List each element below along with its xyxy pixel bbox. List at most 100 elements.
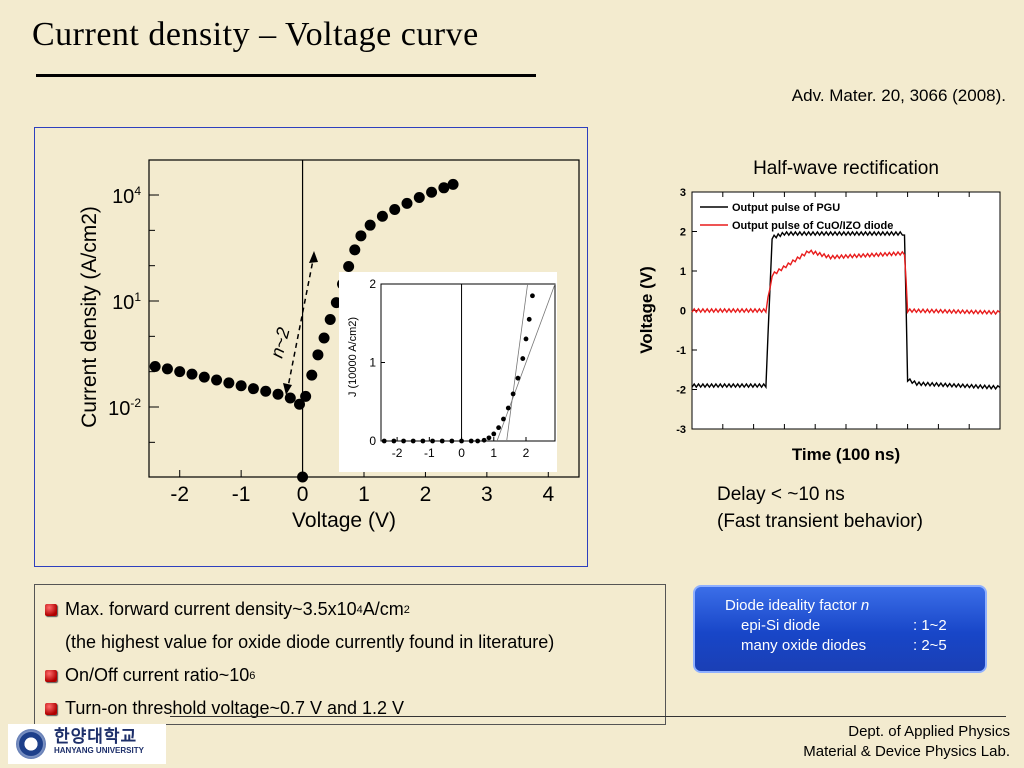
inset-data-point <box>496 425 502 431</box>
inset-data-point <box>510 391 516 397</box>
inset-data-point <box>491 431 497 437</box>
jv-data-point <box>306 369 318 381</box>
pulse-y-tick-label: -2 <box>676 385 686 397</box>
inset-data-point <box>515 375 521 381</box>
inset-y-tick-label: 2 <box>369 277 376 291</box>
inset-data-point <box>523 336 529 342</box>
pulse-y-tick-label: -1 <box>676 345 686 357</box>
jv-y-tick-label: 104 <box>112 184 141 208</box>
jv-data-point <box>312 349 324 361</box>
inset-data-point <box>526 316 532 322</box>
bullet-continuation: (the highest value for oxide diode curre… <box>45 626 665 659</box>
pulse-x-axis-label: Time (100 ns) <box>792 445 900 464</box>
inset-data-point <box>381 438 387 444</box>
inset-data-point <box>420 438 426 444</box>
jv-slope-arrow-up-icon <box>309 251 318 263</box>
bullet-text: Turn-on threshold voltage~0.7 V and 1.2 … <box>65 698 405 718</box>
jv-data-point <box>343 260 355 272</box>
bullet-on-off-ratio: On/Off current ratio~10 6 <box>45 659 665 692</box>
jv-x-tick-label: -2 <box>170 483 189 506</box>
inset-data-point <box>520 356 526 361</box>
inset-x-tick-label: 1 <box>490 446 497 460</box>
pulse-series-line <box>691 230 1001 391</box>
jv-x-axis-label: Voltage (V) <box>292 509 396 532</box>
logo-korean-name: 한양대학교 <box>54 727 138 746</box>
pulse-series-line <box>691 249 1001 316</box>
jv-data-point <box>438 182 450 194</box>
pulse-y-tick-label: 0 <box>680 306 686 318</box>
pulse-y-tick-label: -3 <box>676 424 686 436</box>
ideality-heading-text: Diode ideality factor <box>725 597 861 614</box>
department-name: Dept. of Applied Physics <box>848 723 1010 740</box>
jv-data-point <box>149 361 161 373</box>
jv-inset-plot: -2 -1 0 1 2 0 1 2 J (10000 A/cm2) <box>339 272 557 472</box>
jv-data-point <box>413 192 425 204</box>
inset-data-point <box>459 438 464 444</box>
bullet-text: On/Off current ratio~10 <box>65 665 250 685</box>
key-results-box: Max. forward current density~3.5x10 4 A/c… <box>34 584 666 725</box>
bullet-unit: A/cm <box>362 599 404 619</box>
pulse-y-tick-label: 1 <box>680 266 686 278</box>
jv-slope-arrow-down-icon <box>283 383 292 395</box>
jv-data-point <box>272 388 284 400</box>
bullet-threshold-voltage: Turn-on threshold voltage~0.7 V and 1.2 … <box>45 692 665 725</box>
jv-data-point <box>426 186 438 198</box>
jv-data-point <box>174 366 186 378</box>
inset-data-point <box>530 293 535 299</box>
bullet-marker-icon <box>45 669 57 682</box>
inset-data-point <box>481 437 487 443</box>
inset-data-point <box>501 416 506 422</box>
jv-x-tick-label: -1 <box>232 483 251 506</box>
bullet-continuation-text: (the highest value for oxide diode curre… <box>65 632 555 652</box>
jv-x-tick-label: 0 <box>297 483 309 506</box>
ideality-row-label: many oxide diodes <box>741 637 867 654</box>
inset-tangent-line-2 <box>506 283 529 442</box>
bullet-max-current: Max. forward current density~3.5x10 4 A/c… <box>45 593 665 626</box>
jv-data-point <box>300 390 312 402</box>
inset-data-point <box>449 438 455 444</box>
ideality-symbol: n <box>860 597 870 614</box>
jv-data-point <box>223 377 235 389</box>
jv-data-point <box>364 219 376 231</box>
inset-data-point <box>486 435 492 441</box>
inset-y-tick-label: 1 <box>369 356 376 370</box>
pulse-chart-title: Half-wave rectification <box>753 158 939 179</box>
inset-data-point <box>391 438 397 444</box>
jv-data-point <box>211 374 223 386</box>
inset-tangent-line-1 <box>496 283 556 442</box>
inset-y-tick-label: 0 <box>369 434 376 448</box>
pulse-legend-label: Output pulse of CuO/IZO diode <box>732 220 893 232</box>
delay-line-2: (Fast transient behavior) <box>717 511 923 532</box>
inset-data-point <box>439 438 445 444</box>
jv-data-point <box>401 197 413 209</box>
bullet-text: Max. forward current density~3.5x10 <box>65 599 357 619</box>
jv-x-tick-label: 4 <box>542 483 554 506</box>
title-underline <box>36 74 536 77</box>
inset-data-point <box>475 438 481 444</box>
jv-x-tick-label: 1 <box>358 483 370 506</box>
jv-data-point <box>376 210 388 222</box>
ideality-row-value: : 1~2 <box>913 617 947 634</box>
ideality-factor-box: Diode ideality factor n epi-Si diode : 1… <box>693 585 987 673</box>
jv-data-point <box>389 203 401 215</box>
jv-slope-annotation: n~2 <box>267 325 294 360</box>
jv-x-tick-label: 2 <box>420 483 432 506</box>
pulse-legend-label: Output pulse of PGU <box>732 202 840 214</box>
inset-x-tick-label: 2 <box>523 446 530 460</box>
inset-data-point <box>505 405 511 411</box>
pulse-chart: Half-wave rectification 3 2 1 0 -1 -2 -3 Time (1… <box>637 158 1001 464</box>
jv-data-point <box>284 392 296 404</box>
jv-y-tick-label: 101 <box>112 290 141 314</box>
logo-english-name: HANYANG UNIVERSITY <box>54 746 144 755</box>
delay-line-1: Delay < ~10 ns <box>717 484 845 505</box>
bullet-marker-icon <box>45 702 57 715</box>
pulse-y-tick-label: 2 <box>680 227 686 239</box>
footer-divider <box>170 716 1006 717</box>
jv-figure-frame <box>34 127 588 567</box>
inset-data-point <box>401 438 406 444</box>
ideality-row-oxide: many oxide diodes : 2~5 <box>725 636 985 656</box>
ideality-row-epi-si: epi-Si diode : 1~2 <box>725 616 985 636</box>
logo-wordmark: 한양대학교 HANYANG UNIVERSITY <box>54 727 144 758</box>
